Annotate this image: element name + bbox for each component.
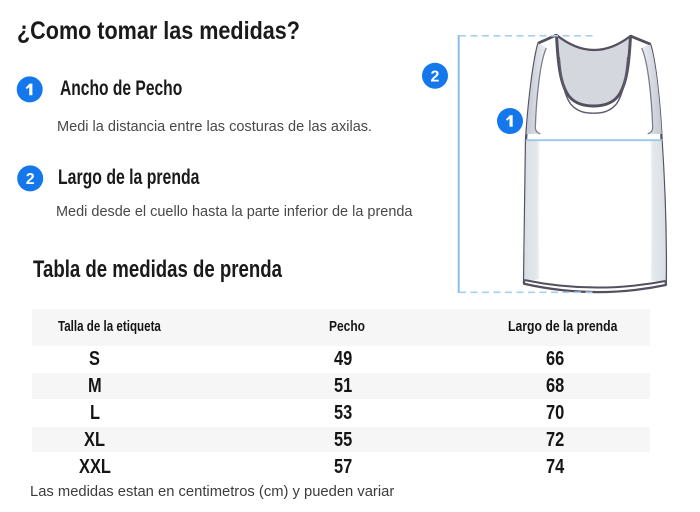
svg-text:2: 2 [431, 68, 440, 85]
svg-text:2: 2 [26, 171, 35, 188]
